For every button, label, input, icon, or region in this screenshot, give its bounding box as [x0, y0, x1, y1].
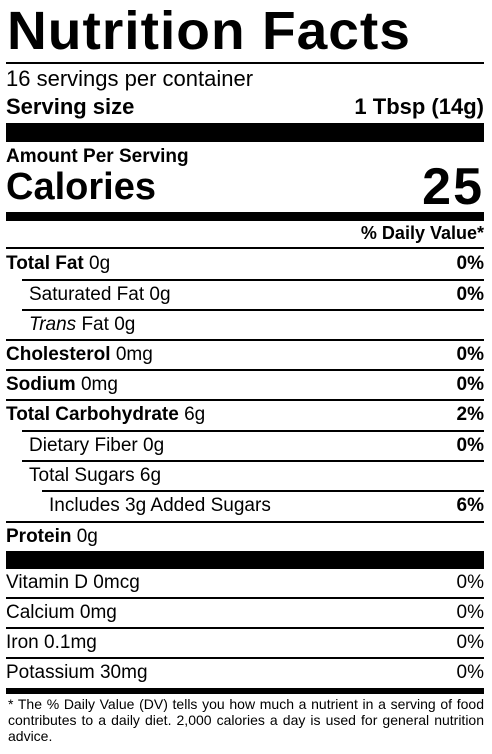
vitamin-dv: 0%: [456, 602, 484, 623]
servings-per-container: 16 servings per container: [6, 66, 254, 91]
nutrient-row-sodium: Sodium 0mg 0%: [6, 372, 484, 398]
amount-per-serving: Amount Per Serving: [6, 146, 189, 167]
divider: [22, 309, 484, 311]
daily-value-header-row: % Daily Value*: [6, 221, 484, 245]
divider: [42, 490, 484, 492]
thick-divider: [6, 551, 484, 569]
nutrient-dv: 0%: [456, 435, 484, 456]
nutrient-dv: 0%: [456, 374, 484, 395]
nutrient-dv: 2%: [456, 404, 484, 425]
nutrient-name: Cholesterol: [6, 344, 111, 365]
amount-per-serving-row: Amount Per Serving: [6, 146, 484, 168]
calories-row: Calories 25: [6, 158, 484, 216]
nutrient-row-protein: Protein 0g: [6, 524, 484, 550]
nutrient-amount: 6g: [184, 404, 206, 425]
serving-size-value: 1 Tbsp (14g): [354, 94, 484, 119]
daily-value-header: % Daily Value*: [360, 222, 484, 243]
medium-divider: [6, 212, 484, 221]
divider: [6, 247, 484, 249]
nutrient-row-total-sugars: Total Sugars 6g: [6, 463, 484, 489]
vitamin-amount: 30mg: [99, 662, 148, 683]
nutrient-amount: 0g: [89, 253, 111, 274]
vitamin-amount: 0.1mg: [44, 632, 97, 653]
divider: [6, 369, 484, 371]
vitamin-amount: 0mcg: [93, 572, 140, 593]
nutrient-amount: 0g: [76, 526, 98, 547]
vitamin-name: Vitamin D: [6, 572, 89, 593]
vitamin-row-calcium: Calcium 0mg 0%: [6, 599, 484, 627]
serving-size-row: Serving size 1 Tbsp (14g): [6, 94, 484, 120]
divider: [22, 460, 484, 462]
nutrient-name-italic: Trans: [29, 314, 77, 335]
vitamin-amount: 0mg: [79, 602, 117, 623]
nutrient-amount: 0g: [114, 314, 136, 335]
nutrient-name: Total Carbohydrate: [6, 404, 179, 425]
divider: [6, 399, 484, 401]
vitamin-dv: 0%: [456, 662, 484, 683]
thick-divider: [6, 123, 484, 142]
divider: [6, 339, 484, 341]
divider: [6, 521, 484, 523]
vitamin-row-iron: Iron 0.1mg 0%: [6, 629, 484, 657]
medium-divider: [6, 688, 484, 694]
nutrient-amount: 0g: [143, 435, 165, 456]
vitamin-dv: 0%: [456, 632, 484, 653]
nutrient-row-trans-fat: Trans Fat 0g: [6, 312, 484, 338]
nutrient-amount: 0mg: [80, 374, 118, 395]
nutrient-name: Total Sugars: [29, 465, 135, 486]
nutrient-amount: 0mg: [115, 344, 153, 365]
vitamin-row-vitamin-d: Vitamin D 0mcg 0%: [6, 569, 484, 597]
calories-label: Calories: [6, 165, 156, 208]
nutrient-row-saturated-fat: Saturated Fat 0g 0%: [6, 282, 484, 308]
nutrient-name: Dietary Fiber: [29, 435, 138, 456]
divider: [6, 62, 484, 64]
divider: [6, 627, 484, 629]
daily-value-footnote: * The % Daily Value (DV) tells you how m…: [8, 696, 484, 745]
servings-per-container-row: 16 servings per container: [6, 66, 484, 92]
nutrient-name: Fat: [81, 314, 109, 335]
divider: [6, 657, 484, 659]
nutrient-name: Protein: [6, 526, 72, 547]
nutrient-row-added-sugars: Includes 3g Added Sugars 6%: [6, 493, 484, 519]
nutrient-amount: 6g: [139, 465, 162, 486]
nutrient-row-dietary-fiber: Dietary Fiber 0g 0%: [6, 433, 484, 459]
vitamin-row-potassium: Potassium 30mg 0%: [6, 659, 484, 687]
nutrient-dv: 0%: [456, 253, 484, 274]
nutrient-name: Sodium: [6, 374, 76, 395]
nutrient-dv: 6%: [456, 495, 484, 516]
nutrient-amount: 0g: [149, 284, 171, 305]
nutrient-dv: 0%: [456, 344, 484, 365]
serving-size-label: Serving size: [6, 94, 135, 119]
nutrient-row-total-carbohydrate: Total Carbohydrate 6g 2%: [6, 402, 484, 428]
divider: [22, 279, 484, 281]
vitamin-dv: 0%: [456, 572, 484, 593]
label-title: Nutrition Facts: [7, 1, 411, 61]
nutrient-dv: 0%: [456, 284, 484, 305]
divider: [22, 430, 484, 432]
nutrient-name: Includes 3g Added Sugars: [49, 495, 271, 516]
nutrient-row-total-fat: Total Fat 0g 0%: [6, 251, 484, 277]
vitamin-name: Iron: [6, 632, 39, 653]
nutrient-name: Total Fat: [6, 253, 84, 274]
vitamin-name: Potassium: [6, 662, 95, 683]
nutrient-name: Saturated Fat: [29, 284, 145, 305]
nutrient-row-cholesterol: Cholesterol 0mg 0%: [6, 342, 484, 368]
divider: [6, 597, 484, 599]
calories-value: 25: [422, 158, 484, 216]
vitamin-name: Calcium: [6, 602, 75, 623]
